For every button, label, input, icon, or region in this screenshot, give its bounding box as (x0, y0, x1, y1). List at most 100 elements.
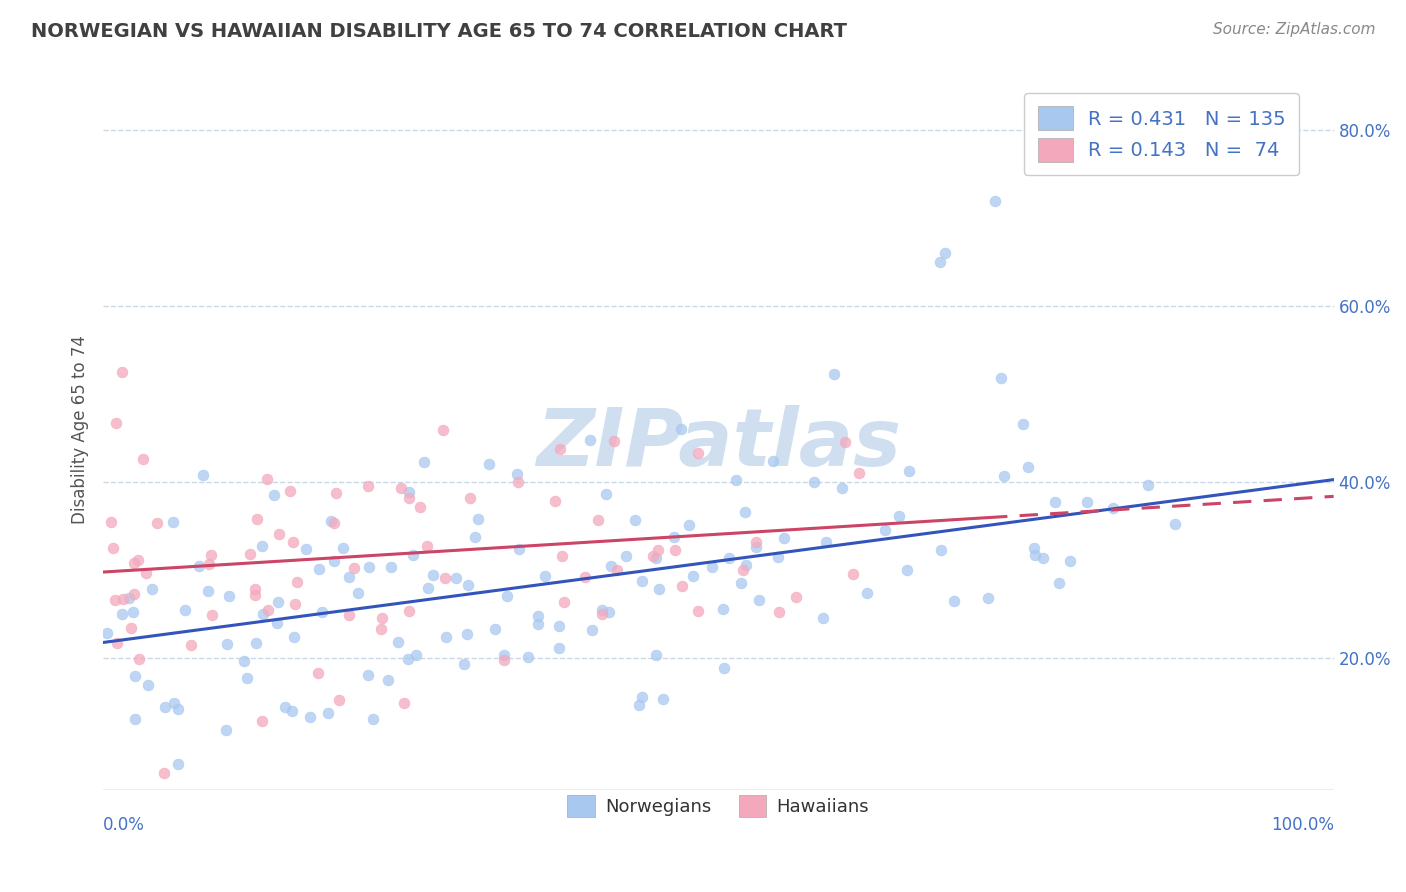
Point (339, 607, 361, 622)
Point (929, 542, 952, 557)
Point (174, 603, 197, 617)
Point (768, 549, 790, 564)
Point (138, 678, 160, 692)
Point (731, 563, 754, 577)
Text: Source: ZipAtlas.com: Source: ZipAtlas.com (1212, 22, 1375, 37)
Point (323, 554, 346, 568)
Point (579, 433, 602, 447)
Point (671, 579, 693, 593)
Point (434, 631, 457, 645)
Point (614, 549, 637, 563)
Point (396, 652, 419, 666)
Point (111, 365, 134, 379)
Point (405, 648, 427, 662)
Point (252, 607, 274, 622)
Point (547, 619, 569, 633)
Point (928, 255, 950, 269)
Point (662, 530, 685, 544)
Point (337, 569, 360, 583)
Point (508, 541, 530, 556)
Point (127, 553, 149, 567)
Point (644, 648, 666, 662)
Point (311, 605, 333, 619)
Point (245, 588, 267, 602)
Point (1012, 417, 1035, 431)
Point (1102, 500, 1125, 515)
Point (898, 464, 921, 478)
Point (574, 569, 596, 583)
Point (124, 669, 146, 683)
Point (548, 641, 571, 656)
Point (1059, 554, 1081, 568)
Text: ZIPatlas: ZIPatlas (536, 405, 901, 483)
Point (416, 581, 439, 595)
Point (678, 518, 700, 533)
Point (387, 635, 409, 649)
Point (1043, 495, 1066, 509)
Point (688, 604, 710, 618)
Point (191, 468, 214, 483)
Point (730, 575, 752, 590)
Point (128, 652, 150, 666)
Point (1024, 548, 1046, 562)
Point (1022, 541, 1045, 556)
Point (346, 586, 368, 600)
Point (96, 625, 118, 640)
Point (896, 563, 918, 577)
Point (647, 543, 669, 558)
Point (773, 531, 796, 545)
Point (370, 622, 392, 636)
Point (496, 589, 519, 603)
Point (380, 559, 402, 574)
Point (332, 541, 354, 555)
Point (717, 551, 740, 566)
Y-axis label: Disability Age 65 to 74: Disability Age 65 to 74 (72, 335, 89, 524)
Point (166, 701, 188, 715)
Point (145, 516, 167, 531)
Point (682, 569, 704, 583)
Point (977, 591, 1000, 605)
Point (647, 582, 669, 597)
Point (105, 636, 128, 650)
Point (278, 483, 301, 498)
Point (371, 610, 394, 624)
Point (516, 649, 538, 664)
Point (307, 666, 329, 681)
Point (814, 534, 837, 549)
Point (785, 590, 807, 604)
Point (887, 509, 910, 524)
Point (533, 568, 555, 582)
Point (591, 607, 613, 622)
Point (492, 648, 515, 662)
Point (603, 434, 626, 448)
Point (398, 604, 420, 618)
Point (457, 577, 479, 591)
Point (398, 491, 420, 505)
Point (456, 626, 478, 640)
Point (664, 542, 686, 557)
Point (111, 607, 134, 621)
Point (124, 712, 146, 726)
Point (599, 558, 621, 573)
Point (631, 574, 654, 588)
Point (285, 574, 308, 589)
Point (1164, 516, 1187, 531)
Point (803, 475, 825, 489)
Point (319, 514, 342, 528)
Point (239, 547, 262, 561)
Point (484, 623, 506, 637)
Point (494, 653, 516, 667)
Point (553, 595, 575, 609)
Point (641, 549, 664, 563)
Point (623, 513, 645, 527)
Point (135, 566, 157, 580)
Point (122, 556, 145, 570)
Point (645, 550, 668, 565)
Point (1017, 460, 1039, 475)
Point (236, 671, 259, 685)
Point (283, 630, 305, 644)
Point (422, 568, 444, 582)
Point (432, 423, 454, 437)
Point (104, 593, 127, 607)
Point (724, 474, 747, 488)
